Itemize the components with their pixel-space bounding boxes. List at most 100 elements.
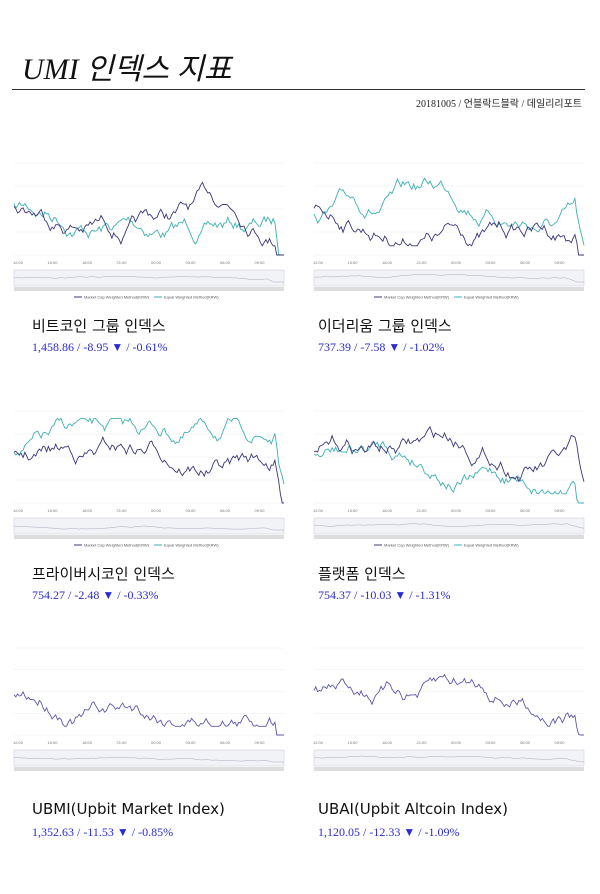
x-tick-label: 15:00 bbox=[47, 508, 58, 513]
legend-label: Equal Weighted Method(KRW) bbox=[464, 295, 519, 300]
x-tick-label: 06:00 bbox=[520, 508, 531, 513]
x-tick-label: 12:00 bbox=[313, 508, 324, 513]
navigator-line bbox=[13, 756, 284, 763]
x-tick-label: 09:00 bbox=[554, 508, 565, 513]
x-tick-label: 21:00 bbox=[416, 740, 427, 745]
panel-name: 플랫폼 인덱스 bbox=[318, 565, 406, 583]
x-tick-label: 06:00 bbox=[220, 260, 231, 265]
navigator bbox=[313, 517, 585, 535]
x-tick-label: 15:00 bbox=[47, 260, 58, 265]
panel-summary: 754.27 / -2.48 ▼ / -0.33% bbox=[32, 588, 159, 602]
panel-summary: 1,352.63 / -11.53 ▼ / -0.85% bbox=[32, 825, 174, 839]
navigator-line bbox=[313, 523, 585, 529]
legend-label: Equal Weighted Method(KRW) bbox=[164, 543, 219, 548]
panel-summary: 737.39 / -7.58 ▼ / -1.02% bbox=[318, 340, 445, 354]
navigator-line bbox=[314, 274, 584, 283]
legend-label: Equal Weighted Method(KRW) bbox=[164, 295, 219, 300]
x-tick-label: 06:00 bbox=[520, 740, 531, 745]
page-subtitle: 20181005 / 언블락드블락 / 데일리리포트 bbox=[416, 99, 582, 110]
title-rule bbox=[12, 89, 585, 90]
x-tick-label: 00:00 bbox=[151, 508, 162, 513]
x-tick-label: 06:00 bbox=[520, 260, 531, 265]
x-tick-label: 00:00 bbox=[451, 260, 462, 265]
line-equal bbox=[13, 417, 285, 485]
chart-image: 12:00 15:00 18:00 21:00 00:00 03:00 06:00 09:00… bbox=[313, 162, 585, 300]
x-tick-label: 15:00 bbox=[347, 508, 358, 513]
x-tick-label: 09:00 bbox=[554, 740, 565, 745]
x-tick-label: 12:00 bbox=[13, 508, 24, 513]
panel-name: 이더리움 그룹 인덱스 bbox=[318, 317, 452, 335]
x-tick-label: 12:00 bbox=[13, 740, 24, 745]
line-market-cap bbox=[313, 425, 585, 483]
x-tick-label: 06:00 bbox=[220, 508, 231, 513]
x-tick-label: 00:00 bbox=[451, 508, 462, 513]
navigator bbox=[13, 269, 285, 287]
navigator bbox=[313, 749, 585, 767]
x-tick-label: 12:00 bbox=[313, 740, 324, 745]
chart-image: 12:00 15:00 18:00 21:00 00:00 03:00 06:00 09:00… bbox=[313, 410, 585, 548]
scrollbar bbox=[314, 287, 584, 291]
legend-label: Equal Weighted Method(KRW) bbox=[464, 543, 519, 548]
x-tick-label: 21:00 bbox=[116, 508, 127, 513]
x-tick-label: 21:00 bbox=[116, 740, 127, 745]
x-tick-label: 12:00 bbox=[313, 260, 324, 265]
panel-name: UBAI(Upbit Altcoin Index) bbox=[318, 800, 508, 818]
x-tick-label: 15:00 bbox=[347, 260, 358, 265]
x-tick-label: 15:00 bbox=[47, 740, 58, 745]
x-tick-label: 21:00 bbox=[416, 260, 427, 265]
line-market-cap bbox=[13, 181, 284, 256]
line-market-cap bbox=[13, 690, 284, 736]
x-tick-label: 18:00 bbox=[82, 508, 93, 513]
navigator-line bbox=[13, 275, 284, 283]
chart-image: 12:00 15:00 18:00 21:00 00:00 03:00 06:00 09:00 bbox=[13, 647, 285, 771]
panel-summary: 1,120.05 / -12.33 ▼ / -1.09% bbox=[318, 825, 460, 839]
chart-image: 12:00 15:00 18:00 21:00 00:00 03:00 06:00 09:00 bbox=[313, 647, 585, 771]
scrollbar bbox=[14, 535, 284, 539]
x-tick-label: 03:00 bbox=[485, 740, 496, 745]
navigator bbox=[313, 269, 585, 287]
panel-summary: 1,458.86 / -8.95 ▼ / -0.61% bbox=[32, 340, 168, 354]
x-tick-label: 06:00 bbox=[220, 740, 231, 745]
x-tick-label: 18:00 bbox=[382, 740, 393, 745]
scrollbar bbox=[14, 287, 284, 291]
x-tick-label: 18:00 bbox=[382, 508, 393, 513]
navigator-line bbox=[313, 755, 585, 763]
x-tick-label: 09:00 bbox=[554, 260, 565, 265]
x-tick-label: 21:00 bbox=[116, 260, 127, 265]
x-tick-label: 03:00 bbox=[485, 508, 496, 513]
legend-label: Market Cap Weighted Method(KRW) bbox=[384, 543, 450, 548]
legend-label: Market Cap Weighted Method(KRW) bbox=[84, 295, 150, 300]
x-tick-label: 09:00 bbox=[254, 508, 265, 513]
x-tick-label: 18:00 bbox=[82, 260, 93, 265]
panel-name: 비트코인 그룹 인덱스 bbox=[32, 317, 166, 335]
scrollbar bbox=[314, 535, 584, 539]
line-equal bbox=[13, 201, 284, 256]
x-tick-label: 03:00 bbox=[185, 508, 196, 513]
line-equal bbox=[313, 440, 584, 504]
x-tick-label: 15:00 bbox=[347, 740, 358, 745]
x-tick-label: 09:00 bbox=[254, 740, 265, 745]
line-market-cap bbox=[313, 204, 584, 256]
scrollbar bbox=[14, 767, 284, 771]
x-tick-label: 18:00 bbox=[382, 260, 393, 265]
x-tick-label: 21:00 bbox=[416, 508, 427, 513]
x-tick-label: 03:00 bbox=[185, 260, 196, 265]
x-tick-label: 03:00 bbox=[485, 260, 496, 265]
chart-image: 12:00 15:00 18:00 21:00 00:00 03:00 06:00 09:00… bbox=[13, 410, 285, 548]
panel-summary: 754.37 / -10.03 ▼ / -1.31% bbox=[318, 588, 451, 602]
scrollbar bbox=[314, 767, 584, 771]
x-tick-label: 09:00 bbox=[254, 260, 265, 265]
navigator bbox=[13, 517, 285, 535]
line-market-cap bbox=[313, 673, 584, 736]
x-tick-label: 00:00 bbox=[151, 740, 162, 745]
line-market-cap bbox=[13, 435, 284, 504]
panel-name: 프라이버시코인 인덱스 bbox=[32, 565, 175, 583]
x-tick-label: 18:00 bbox=[82, 740, 93, 745]
panel-name: UBMI(Upbit Market Index) bbox=[32, 800, 225, 818]
legend-label: Market Cap Weighted Method(KRW) bbox=[84, 543, 150, 548]
x-tick-label: 00:00 bbox=[451, 740, 462, 745]
x-tick-label: 12:00 bbox=[13, 260, 24, 265]
x-tick-label: 00:00 bbox=[151, 260, 162, 265]
page-title: UMI 인덱스 지표 bbox=[22, 53, 232, 86]
